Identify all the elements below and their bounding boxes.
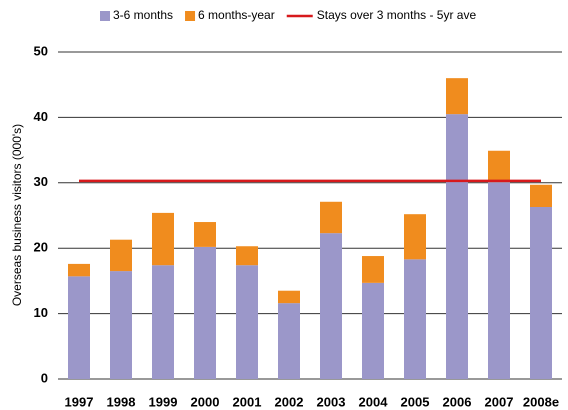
bar-segment xyxy=(110,239,132,272)
bar-segment xyxy=(194,246,216,379)
y-tick-label: 10 xyxy=(34,305,48,320)
bar-segment xyxy=(446,114,468,379)
y-tick-label: 40 xyxy=(34,109,48,124)
y-tick-label: 30 xyxy=(34,174,48,189)
legend-label: Stays over 3 months - 5yr ave xyxy=(317,8,477,22)
bar-segment xyxy=(320,233,342,379)
y-axis-label: Overseas business visitors (000's) xyxy=(10,124,24,306)
bar-segment xyxy=(278,290,300,304)
y-tick-label: 50 xyxy=(34,43,48,58)
x-tick-label: 2004 xyxy=(359,394,389,409)
bar-segment xyxy=(320,201,342,234)
bar-segment xyxy=(236,265,258,379)
x-tick-label: 1999 xyxy=(149,394,178,409)
bar-segment xyxy=(152,212,174,266)
x-tick-label: 2002 xyxy=(275,394,304,409)
y-tick-label: 0 xyxy=(41,370,48,385)
legend-label: 6 months-year xyxy=(198,8,275,22)
x-tick-label: 1998 xyxy=(107,394,136,409)
x-tick-label: 2006 xyxy=(443,394,472,409)
bar-segment xyxy=(404,214,426,260)
bar-segment xyxy=(152,265,174,379)
legend-label: 3-6 months xyxy=(113,8,173,22)
bar-segment xyxy=(236,246,258,266)
bar-segment xyxy=(362,282,384,379)
bar-segment xyxy=(530,184,552,207)
x-tick-label: 2001 xyxy=(233,394,262,409)
bar-segment xyxy=(278,303,300,379)
bar-segment xyxy=(446,78,468,115)
bar-segment xyxy=(488,150,510,183)
x-tick-label: 2005 xyxy=(401,394,430,409)
x-tick-label: 2003 xyxy=(317,394,346,409)
bar-segment xyxy=(530,206,552,379)
bar-segment xyxy=(68,263,90,277)
y-tick-label: 20 xyxy=(34,240,48,255)
x-tick-label: 2008e xyxy=(523,394,559,409)
x-tick-label: 2000 xyxy=(191,394,220,409)
bar-segment xyxy=(194,222,216,247)
x-tick-label: 2007 xyxy=(485,394,514,409)
bar-segment xyxy=(110,271,132,379)
legend-swatch xyxy=(100,11,110,21)
bar-segment xyxy=(362,256,384,283)
bar-segment xyxy=(68,276,90,379)
legend-swatch xyxy=(185,11,196,21)
bar-segment xyxy=(404,259,426,379)
bar-segment xyxy=(488,182,510,379)
x-tick-label: 1997 xyxy=(65,394,94,409)
